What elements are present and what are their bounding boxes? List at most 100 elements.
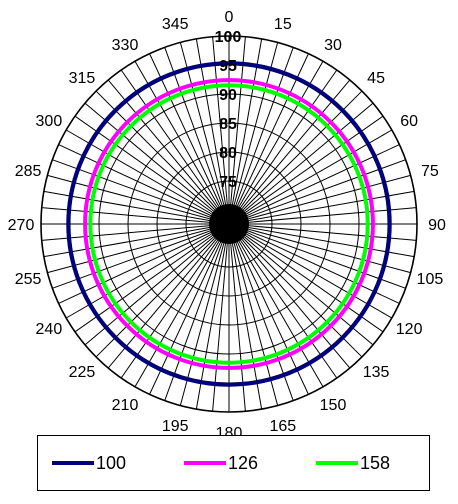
legend-item-158: 158 xyxy=(316,436,390,490)
angle-tick-label-165: 165 xyxy=(269,418,296,435)
angle-tick-label-330: 330 xyxy=(112,37,139,54)
spoke-230 xyxy=(84,223,230,346)
spoke-20 xyxy=(228,47,294,225)
label-layer: 75 80 85 90 95 100 0 15 30 45 60 75 90 105 120 135 150 16… xyxy=(8,9,446,435)
spoke-150 xyxy=(228,223,324,388)
spoke-105 xyxy=(228,223,411,274)
spoke-245 xyxy=(58,223,230,304)
angle-tick-label-150: 150 xyxy=(320,397,347,414)
angle-tick-label-210: 210 xyxy=(112,397,139,414)
spoke-215 xyxy=(120,223,230,379)
spoke-15 xyxy=(228,42,279,225)
spoke-125 xyxy=(228,223,384,333)
angle-tick-label-195: 195 xyxy=(162,418,189,435)
spoke-165 xyxy=(228,223,279,406)
spoke-50 xyxy=(228,102,374,225)
angle-tick-label-75: 75 xyxy=(421,163,439,180)
spoke-295 xyxy=(58,144,230,225)
legend-swatch-126 xyxy=(184,461,226,465)
angle-tick-label-90: 90 xyxy=(428,217,446,234)
angle-tick-label-300: 300 xyxy=(36,113,63,130)
legend-label-100: 100 xyxy=(96,452,127,473)
spoke-320 xyxy=(107,79,230,225)
legend: 100 126 158 xyxy=(37,435,430,491)
spoke-185 xyxy=(212,223,230,412)
spoke-55 xyxy=(228,115,384,225)
spoke-290 xyxy=(52,159,230,225)
spoke-160 xyxy=(228,223,294,401)
spoke-135 xyxy=(228,223,363,358)
spoke-45 xyxy=(228,90,363,225)
spoke-40 xyxy=(228,79,351,225)
angle-tick-label-345: 345 xyxy=(162,16,189,33)
spoke-70 xyxy=(228,159,406,225)
spoke-5 xyxy=(228,36,246,225)
spoke-325 xyxy=(120,69,230,225)
spoke-265 xyxy=(41,223,230,241)
radial-tick-label-100: 100 xyxy=(215,29,242,46)
spoke-65 xyxy=(228,144,400,225)
angle-tick-label-315: 315 xyxy=(69,70,96,87)
spoke-335 xyxy=(149,53,230,225)
spoke-10 xyxy=(228,38,263,225)
legend-item-100: 100 xyxy=(52,436,126,490)
polar-grid xyxy=(40,35,418,413)
angle-tick-label-105: 105 xyxy=(417,271,444,288)
spoke-330 xyxy=(134,60,230,225)
angle-tick-label-15: 15 xyxy=(274,16,292,33)
spoke-225 xyxy=(95,223,230,358)
spoke-60 xyxy=(228,129,393,225)
angle-tick-label-240: 240 xyxy=(36,321,63,338)
angle-tick-label-30: 30 xyxy=(324,37,342,54)
legend-swatch-158 xyxy=(316,461,358,465)
angle-tick-label-180: 180 xyxy=(216,425,243,435)
spoke-280 xyxy=(43,190,230,225)
angle-tick-label-45: 45 xyxy=(367,70,385,87)
angle-tick-label-270: 270 xyxy=(8,217,35,234)
spoke-100 xyxy=(228,223,415,258)
spoke-35 xyxy=(228,69,338,225)
spoke-250 xyxy=(52,223,230,289)
legend-label-158: 158 xyxy=(360,452,391,473)
spoke-220 xyxy=(107,223,230,369)
spoke-300 xyxy=(65,129,230,225)
series-line-158 xyxy=(88,83,370,365)
spoke-205 xyxy=(149,223,230,395)
spoke-260 xyxy=(43,223,230,258)
legend-item-126: 126 xyxy=(184,436,258,490)
spoke-80 xyxy=(228,190,415,225)
ring-90 xyxy=(98,93,360,355)
spoke-75 xyxy=(228,174,411,225)
spoke-345 xyxy=(179,42,230,225)
angle-tick-label-255: 255 xyxy=(15,271,42,288)
spoke-200 xyxy=(164,223,230,401)
spoke-95 xyxy=(228,223,417,241)
spoke-340 xyxy=(164,47,230,225)
radial-tick-label-80: 80 xyxy=(219,145,237,162)
spoke-85 xyxy=(228,207,417,225)
ring-75 xyxy=(185,180,273,268)
spoke-120 xyxy=(228,223,393,319)
spoke-30 xyxy=(228,60,324,225)
spoke-195 xyxy=(179,223,230,406)
radial-tick-label-90: 90 xyxy=(219,87,237,104)
series-line-100 xyxy=(66,61,392,387)
spoke-210 xyxy=(134,223,230,388)
spoke-155 xyxy=(228,223,309,395)
spoke-355 xyxy=(212,36,230,225)
angle-tick-label-285: 285 xyxy=(15,163,42,180)
radial-tick-label-75: 75 xyxy=(219,174,237,191)
polar-chart: 75 80 85 90 95 100 0 15 30 45 60 75 90 105 120 135 150 16… xyxy=(8,9,446,435)
spoke-115 xyxy=(228,223,400,304)
angle-tick-label-60: 60 xyxy=(400,113,418,130)
ring-100 xyxy=(40,35,418,413)
series-line-126 xyxy=(83,78,375,370)
spoke-305 xyxy=(74,115,230,225)
spoke-175 xyxy=(228,223,246,412)
radial-tick-label-95: 95 xyxy=(219,58,237,75)
ring-80 xyxy=(156,151,302,297)
spoke-145 xyxy=(228,223,338,379)
spoke-275 xyxy=(41,207,230,225)
spoke-350 xyxy=(195,38,230,225)
ring-85 xyxy=(127,122,331,326)
